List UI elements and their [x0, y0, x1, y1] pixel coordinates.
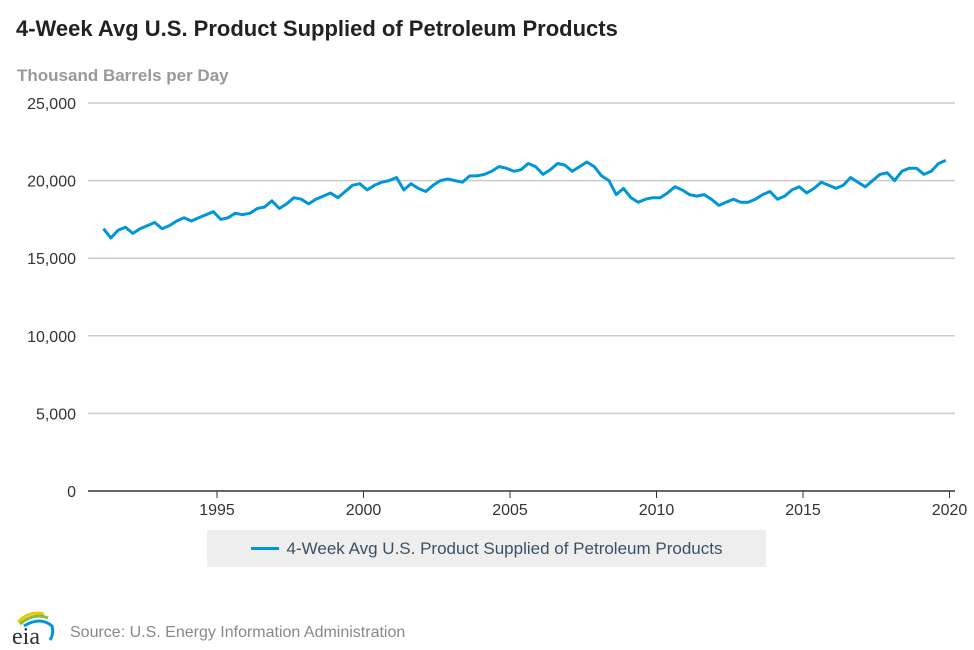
x-tick-label: 1995 [199, 502, 235, 519]
source-text: Source: U.S. Energy Information Administ… [70, 624, 406, 641]
y-tick-label: 25,000 [27, 96, 76, 113]
y-axis-label: Thousand Barrels per Day [17, 66, 229, 85]
chart-title: 4-Week Avg U.S. Product Supplied of Petr… [16, 16, 618, 41]
x-tick-label: 2005 [492, 502, 528, 519]
x-tick-label: 2010 [639, 502, 675, 519]
series-line [102, 159, 947, 240]
legend-swatch [250, 547, 279, 550]
eia-logo: eia [12, 611, 55, 646]
y-tick-label: 15,000 [27, 251, 76, 268]
legend-label: 4-Week Avg U.S. Product Supplied of Petr… [286, 538, 723, 558]
x-tick-label: 2020 [932, 502, 968, 519]
legend[interactable]: 4-Week Avg U.S. Product Supplied of Petr… [207, 530, 766, 567]
footer: eia Source: U.S. Energy Information Admi… [10, 608, 405, 646]
x-tick-label: 2000 [346, 502, 382, 519]
svg-text:eia: eia [12, 624, 40, 646]
y-tick-label: 10,000 [27, 329, 76, 346]
x-tick-label: 2015 [785, 502, 821, 519]
y-tick-label: 5,000 [36, 406, 76, 423]
y-tick-label: 0 [67, 484, 76, 501]
y-tick-label: 20,000 [27, 174, 76, 191]
